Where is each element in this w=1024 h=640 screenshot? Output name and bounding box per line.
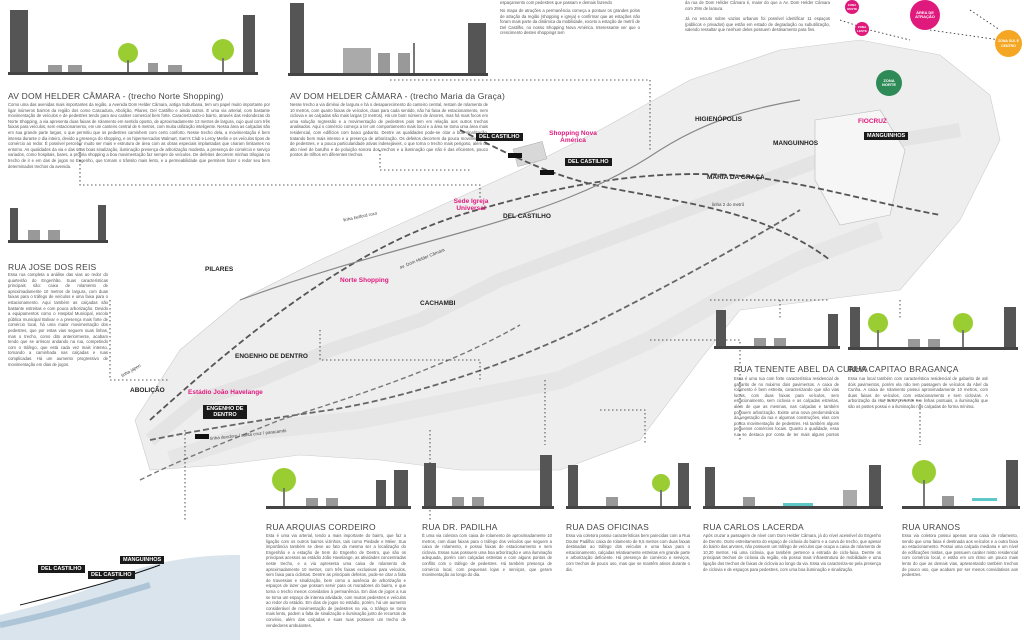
section-drawing [266, 468, 411, 509]
section-drawing [902, 460, 1020, 509]
street-section-figure [703, 455, 883, 510]
top-mid-text: No mapa de atrações a permanência começa… [500, 8, 640, 36]
section-drawing [8, 205, 108, 243]
pointer-line [109, 300, 170, 381]
neighborhood-label: MANGUINHOS [773, 140, 819, 147]
bubble-zona-norte: ZONA NORTE [876, 70, 902, 96]
street-title: RUA URANOS [902, 522, 961, 532]
street-title: AV DOM HELDER CÂMARA - (trecho Maria da … [290, 91, 505, 101]
station-label: DEL CASTILHO [565, 158, 612, 166]
station-marker [540, 170, 554, 175]
street-description: Esta é uma via arterial, tendo a mais im… [266, 533, 406, 628]
street-title: RUA JOSE DOS REIS [8, 262, 97, 272]
neighborhood-label: CACHAMBI [420, 300, 456, 307]
bubble-zona-leste: ZONA LESTE [855, 22, 869, 36]
bubble-zona-sul: ZONA SUL E CENTRO [995, 30, 1022, 57]
section-drawing [566, 463, 691, 509]
pointer-line [650, 339, 741, 440]
street-description: Nesse trecho a via diminui de largura e … [290, 102, 488, 158]
section-drawing [848, 307, 1018, 350]
street-section-figure [288, 3, 488, 80]
bubble-area-atracao: ÁREA DE ATRAÇÃO [910, 0, 940, 30]
pointer-line [839, 19, 911, 41]
pointer-line [390, 79, 651, 150]
pointer-line [880, 399, 921, 445]
street-title: RUA DAS OFICINAS [566, 522, 650, 532]
street-description: É uma via coletora com caixa de rolament… [422, 533, 552, 578]
avenue-dom-helder [239, 99, 801, 301]
rail-line-label: linha 2 do metrô [712, 202, 745, 207]
landmark-label: Shopping Nova América [549, 130, 597, 144]
street-section-figure [714, 310, 840, 350]
neighborhood-label: ABOLIÇÃO [130, 387, 165, 394]
pointer-line [929, 29, 1001, 41]
street-title: RUA CARLOS LACERDA [703, 522, 804, 532]
station-label: MANGUINHOS [864, 132, 909, 140]
station-marker [195, 434, 209, 439]
rail-line-metro [459, 129, 831, 261]
street-description: Como uma das avenidas mais importantes d… [8, 102, 270, 169]
neighborhood-label: HIGIENÓPOLIS [695, 116, 742, 123]
neighborhood-label: ENGENHO DE DENTRO [235, 353, 308, 360]
urban-fabric-texture-2 [167, 221, 884, 469]
neighborhood-label: MARIA DA GRAÇA [707, 174, 765, 181]
rail-line-belford [149, 173, 941, 421]
station-label: ENGENHO DE DENTRO [203, 405, 247, 419]
street-description: Após cruzar a passagem de nível com Dom … [703, 533, 881, 572]
pointer-line [379, 150, 470, 171]
street-title: RUA DR. PADILHA [422, 522, 498, 532]
inset-station-label: MANGUINHOS [120, 556, 165, 564]
pointer-line [79, 140, 481, 200]
pointer-line [600, 409, 646, 445]
street-description: Essa rua local também com característica… [848, 376, 988, 409]
landmark-label: Norte Shopping [340, 277, 389, 284]
street-title: RUA TENENTE ABEL DA CUNHA [734, 364, 868, 374]
inset-map [0, 555, 240, 640]
pointer-line [969, 9, 1001, 31]
inset-station-label: DEL CASTILHO [88, 571, 135, 579]
neighborhood-label: PILARES [205, 266, 234, 273]
street-section-figure [902, 450, 1020, 510]
section-drawing [8, 10, 258, 75]
street-title: RUA ARQUIAS CORDEIRO [266, 522, 376, 532]
street-title: RUA CAPITAO BRAGANÇA [848, 364, 959, 374]
street-description: Essa é uma rua com forte característica … [734, 376, 839, 438]
rail-line-japeri [139, 324, 521, 481]
station-marker [508, 153, 522, 158]
top-left-text: espaçamento com pedestres que passam e d… [500, 0, 612, 5]
street-section-figure [422, 455, 554, 510]
top-right-text-a: da rua de Dom Hélder Câmara é, maior do … [685, 0, 830, 10]
inset-station-label: DEL CASTILHO [38, 565, 85, 573]
landmark-label: Sede Igreja Universal [453, 198, 489, 212]
street-section-figure [848, 305, 1018, 350]
section-drawing [703, 465, 883, 509]
bubble-zona-oeste: ZONA OESTE [845, 0, 859, 14]
street-section-figure [266, 460, 411, 510]
section-drawing [714, 310, 840, 349]
street-description: Essa via coletora possui características… [566, 533, 690, 572]
street-description: Essa rua completa a análise das vias ao … [8, 272, 108, 367]
top-right-text-b: Já no escuto sobre vazios urbanos foi po… [685, 16, 830, 33]
street-title: AV DOM HELDER CÂMARA - (trecho Norte Sho… [8, 91, 224, 101]
street-section-figure [8, 200, 108, 245]
rail-line-deodoro [149, 209, 801, 441]
landmark-label: Estádio João Havelange [188, 389, 263, 396]
street-section-figure [566, 455, 691, 510]
station-label: DEL CASTILHO [476, 133, 523, 141]
section-drawing [422, 455, 554, 509]
landmark-label: FIOCRUZ [858, 118, 887, 125]
pointer-line [319, 330, 481, 380]
street-section-figure [8, 5, 258, 80]
street-description: Essa via coletora possui apenas uma caix… [902, 533, 1018, 578]
neighborhood-label: DEL CASTILHO [503, 213, 551, 220]
section-drawing [288, 3, 488, 76]
